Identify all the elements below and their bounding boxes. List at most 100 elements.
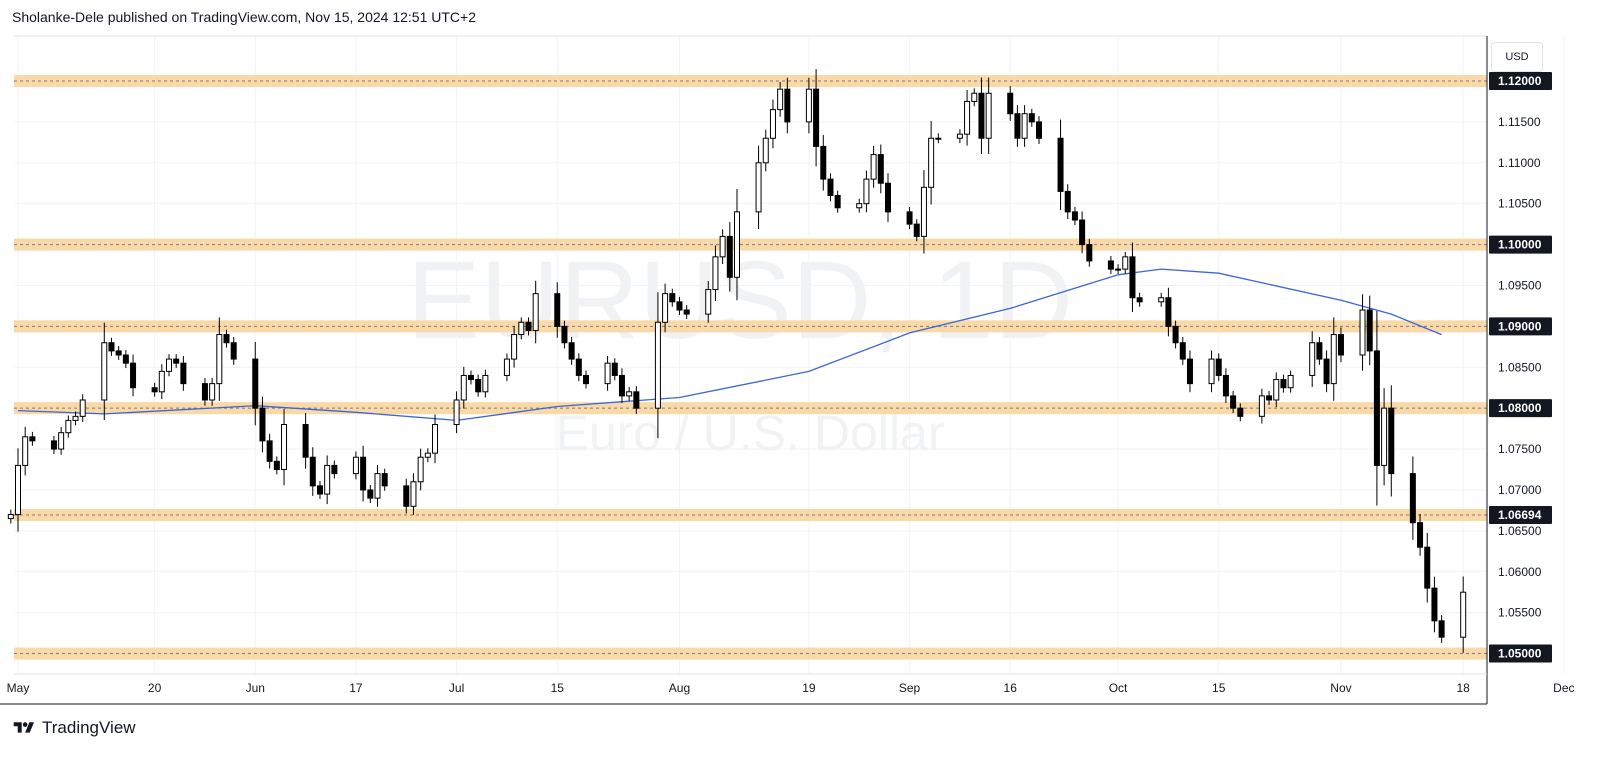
candle-body [403, 485, 410, 507]
candle-body [1186, 358, 1193, 385]
candle-body [1064, 190, 1071, 213]
candle-body [827, 178, 834, 196]
candle-body [1165, 297, 1172, 327]
candle-body [1208, 358, 1215, 385]
candle-body [1122, 256, 1129, 270]
candle-body [633, 391, 640, 409]
candle-body [1021, 113, 1028, 139]
price-tick-label: 1.06500 [1498, 524, 1542, 538]
candle-body [302, 424, 309, 458]
price-level-tag [1489, 399, 1552, 418]
time-tick-label: 15 [1212, 681, 1226, 695]
candle-body [755, 162, 762, 213]
candle-body [1172, 325, 1179, 344]
candle-body [1258, 395, 1265, 417]
price-level-tag [1489, 235, 1552, 254]
candle-body [15, 464, 21, 515]
candle-body [266, 440, 273, 462]
candle-body [1287, 374, 1294, 389]
publisher-name: Sholanke-Dele [12, 9, 104, 25]
candle-body [316, 485, 323, 495]
time-tick-label: Oct [1109, 681, 1128, 695]
time-axis[interactable]: May 20 Jun 17 Jul 15 Aug 19 Sep 16 Oct 15 Nov 18 Dec [7, 681, 1575, 695]
candle-body [1424, 546, 1431, 589]
candle-body [475, 379, 482, 393]
candle-body [935, 137, 942, 140]
candle-body [906, 211, 913, 225]
candle-body [762, 137, 769, 164]
candle-body [1309, 342, 1316, 376]
candle-body [1381, 407, 1388, 466]
candle-body [173, 358, 180, 364]
candle-body [273, 460, 280, 471]
time-tick-label: Aug [669, 681, 690, 695]
candle-body [410, 481, 417, 507]
candle-body [870, 154, 877, 180]
candle-body [115, 350, 122, 356]
candle-body [482, 374, 489, 393]
price-level-tag [1489, 317, 1552, 336]
price-tick-label: 1.07000 [1498, 483, 1542, 497]
published-on-text: published on TradingView.com, [107, 9, 302, 25]
candle-body [1007, 92, 1014, 115]
time-tick-label: May [7, 681, 30, 695]
candle-body [216, 334, 223, 385]
candle-body [432, 424, 439, 454]
candle-body [525, 321, 532, 331]
candle-body [223, 334, 230, 344]
level-zone [14, 238, 1487, 251]
candle-body [726, 235, 733, 278]
candle-body [1136, 297, 1143, 303]
candle-body [101, 342, 108, 401]
price-tick-label: 1.07500 [1498, 442, 1542, 456]
candle-body [324, 464, 331, 495]
candle-body [769, 109, 776, 139]
candle-body [352, 456, 359, 475]
time-tick-label: 16 [1004, 681, 1018, 695]
level-zone [14, 508, 1487, 521]
candle-body [79, 399, 86, 417]
candle-body [777, 88, 784, 111]
price-tick-label: 1.05500 [1498, 606, 1542, 620]
candle-body [467, 374, 474, 381]
candle-body [252, 358, 259, 409]
candle-body [712, 256, 719, 291]
candle-body [820, 145, 827, 180]
candle-body [805, 88, 812, 123]
chart-header: Sholanke-Dele published on TradingView.c… [12, 9, 476, 25]
candle-body [705, 289, 712, 315]
candle-body [1337, 334, 1344, 356]
candle-body [180, 362, 187, 385]
candle-body [956, 133, 963, 139]
candle-body [1323, 358, 1330, 385]
time-tick-label: Jul [449, 681, 464, 695]
candle-body [1230, 395, 1237, 409]
candle-body [554, 293, 561, 327]
candle-body [669, 293, 676, 303]
candle-body [611, 362, 618, 376]
candle-body [130, 362, 137, 389]
candle-body [1316, 342, 1323, 360]
time-tick-label: 20 [148, 681, 162, 695]
candle-body [1179, 342, 1186, 360]
price-axis[interactable]: 1.11500 1.11000 1.10500 1.09500 1.08500 1.075… [1489, 71, 1552, 663]
currency-selector[interactable]: USD [1491, 42, 1543, 72]
tradingview-brand[interactable]: TradingView [12, 718, 136, 738]
candle-body [719, 235, 726, 258]
brand-name: TradingView [42, 718, 136, 737]
candle-body [1417, 522, 1424, 548]
tradingview-logo-icon [13, 722, 34, 733]
candle-body [863, 178, 870, 205]
candle-body [122, 354, 129, 364]
time-tick-label: 19 [802, 681, 816, 695]
time-tick-label: Nov [1330, 681, 1351, 695]
candle-body [1409, 473, 1416, 524]
candle-body [331, 464, 338, 475]
candle-body [518, 321, 525, 336]
price-level-label: 1.05000 [1498, 647, 1542, 661]
level-zones [14, 74, 1487, 660]
candle-body [1438, 620, 1445, 638]
candle-body [1366, 309, 1373, 352]
chart-frame [0, 35, 1488, 705]
